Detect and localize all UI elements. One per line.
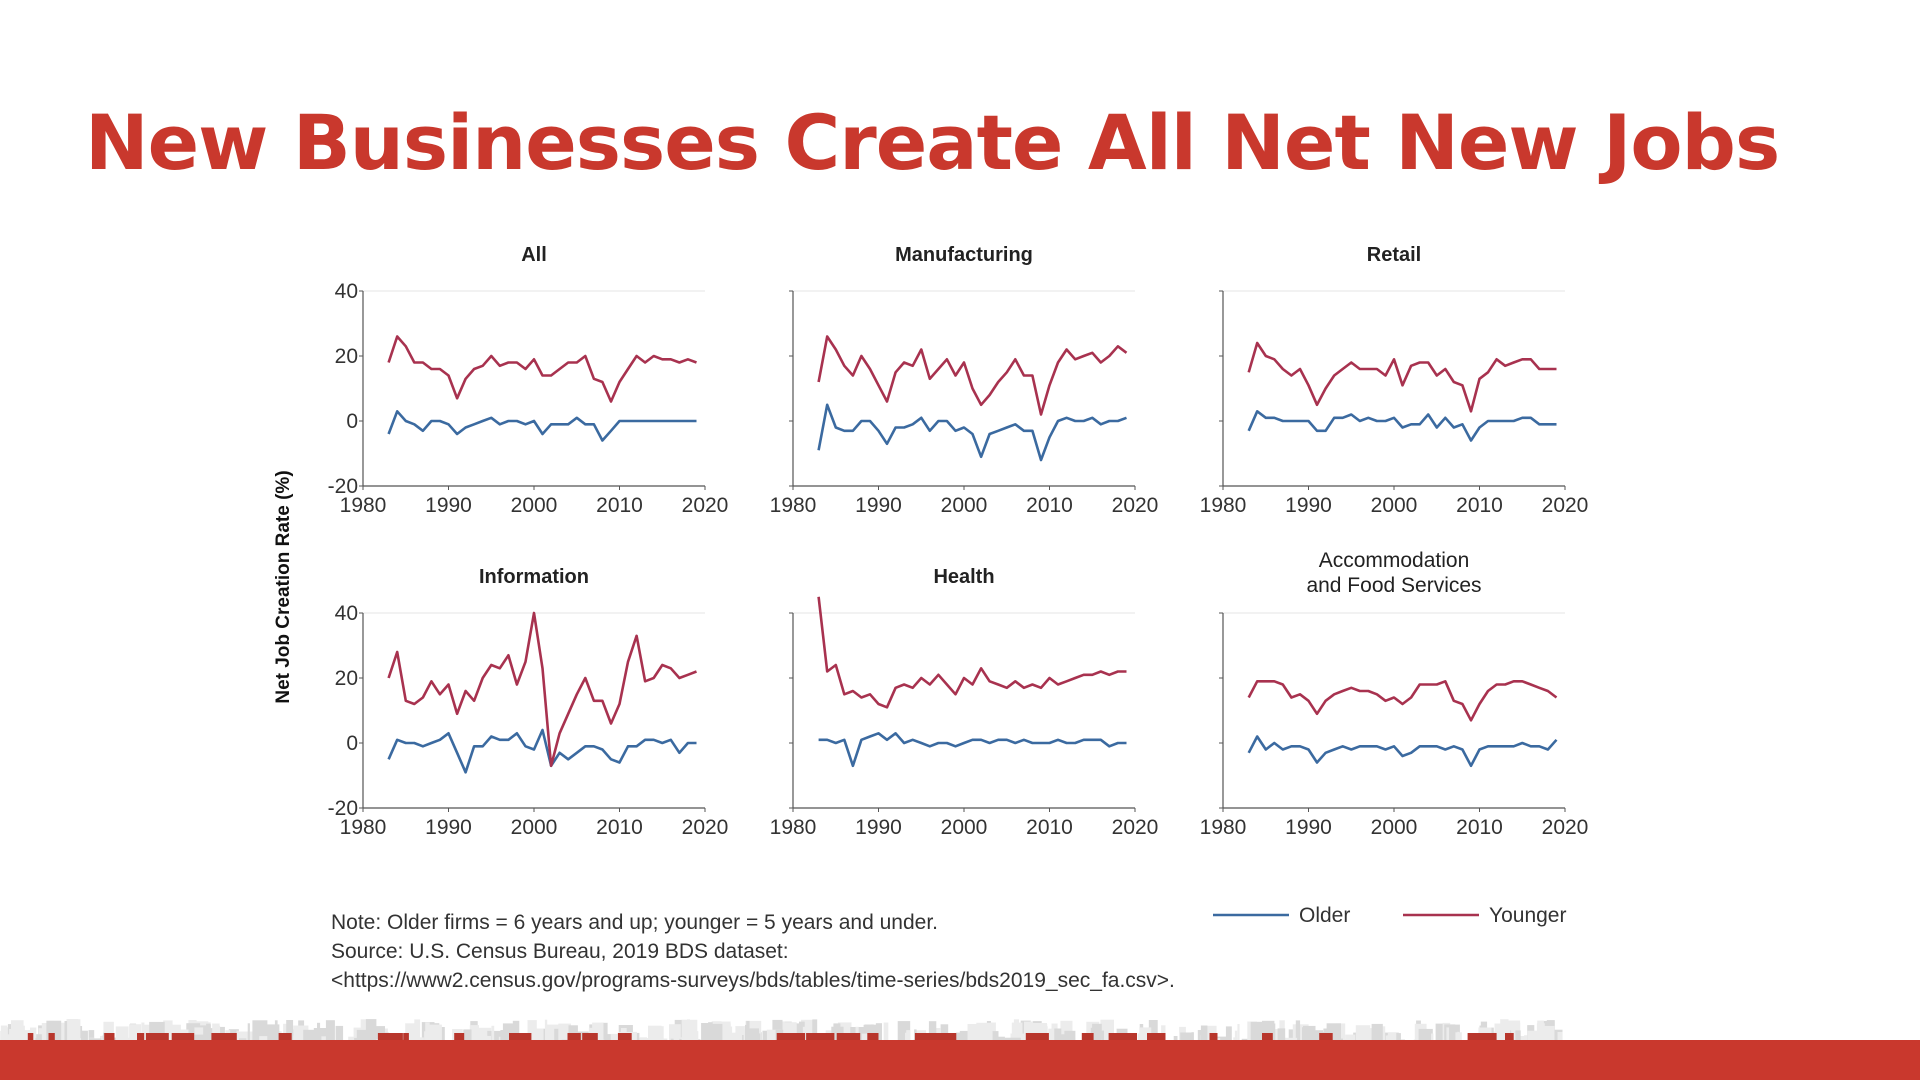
x-tick-label: 1980 <box>770 494 817 517</box>
slide-title: New Businesses Create All Net New Jobs <box>85 98 1780 187</box>
x-tick-label: 2010 <box>1456 816 1503 839</box>
legend-label-older: Older <box>1299 904 1350 927</box>
panel-accommodation-and-food-services: Accommodation and Food Services 1980 1990 20… <box>1200 549 1589 839</box>
x-tick-label: 2010 <box>596 816 643 839</box>
series-line-younger <box>1247 341 1557 413</box>
x-tick-label: 1990 <box>425 816 472 839</box>
y-axis-label: Net Job Creation Rate (%) <box>273 470 294 703</box>
panel-title: Manufacturing <box>895 244 1033 266</box>
chart-notes: Note: Older firms = 6 years and up; youn… <box>331 908 1175 995</box>
x-tick-label: 2010 <box>596 494 643 517</box>
x-tick-label: 2000 <box>511 816 558 839</box>
series-line-older <box>817 403 1127 462</box>
panel-manufacturing: Manufacturing 1980 1990 2000 2010 2020 <box>770 244 1159 517</box>
y-tick-label: 0 <box>346 410 358 433</box>
x-tick-label: 1990 <box>425 494 472 517</box>
panel-title: Retail <box>1367 244 1421 266</box>
x-tick-label: 2020 <box>1112 816 1159 839</box>
y-tick-label: 20 <box>335 667 358 690</box>
series-line-younger <box>817 596 1127 709</box>
series-line-younger <box>817 335 1128 416</box>
series-line-younger <box>387 611 697 768</box>
panel-all: All 1980 1990 2000 2010 2020 -20 0 20 40 <box>328 244 729 517</box>
panel-title: Information <box>479 566 589 588</box>
x-tick-label: 1980 <box>340 494 387 517</box>
y-tick-label: -20 <box>328 797 358 820</box>
legend-label-younger: Younger <box>1489 904 1566 927</box>
note-text: Note: Older firms = 6 years and up; youn… <box>331 911 939 934</box>
x-tick-label: 1980 <box>770 816 817 839</box>
footer-texture <box>0 1019 1563 1045</box>
series-line-older <box>1247 410 1557 442</box>
x-tick-label: 2000 <box>1371 494 1418 517</box>
panel-health: Health 1980 1990 2000 2010 2020 <box>770 566 1159 839</box>
x-tick-label: 1990 <box>855 494 902 517</box>
x-tick-label: 1980 <box>1200 494 1247 517</box>
x-tick-label: 2000 <box>511 494 558 517</box>
panel-title: All <box>521 244 547 266</box>
x-tick-label: 2020 <box>1112 494 1159 517</box>
x-tick-label: 2020 <box>682 816 729 839</box>
y-tick-label: 0 <box>346 732 358 755</box>
series-line-younger <box>1247 680 1558 722</box>
x-tick-label: 2000 <box>941 816 988 839</box>
series-line-older <box>818 732 1127 768</box>
panel-title: Health <box>933 566 994 588</box>
chart-legend: Older Younger <box>1213 904 1566 927</box>
y-tick-label: 20 <box>335 345 358 368</box>
x-tick-label: 2010 <box>1026 494 1073 517</box>
panel-retail: Retail 1980 1990 2000 2010 2020 <box>1200 244 1589 517</box>
x-tick-label: 1990 <box>1285 494 1332 517</box>
x-tick-label: 2020 <box>1542 494 1589 517</box>
series-line-older <box>387 728 697 774</box>
x-tick-label: 1990 <box>855 816 902 839</box>
chart-panels: All 1980 1990 2000 2010 2020 -20 0 20 40 Manufactu… <box>328 244 1589 839</box>
x-tick-label: 2000 <box>941 494 988 517</box>
x-tick-label: 1980 <box>1200 816 1247 839</box>
y-tick-label: 40 <box>335 602 358 625</box>
source-text: Source: U.S. Census Bureau, 2019 BDS dat… <box>331 940 789 963</box>
series-line-younger <box>387 335 697 403</box>
x-tick-label: 1990 <box>1285 816 1332 839</box>
y-tick-label: 40 <box>335 280 358 303</box>
source-url: <https://www2.census.gov/programs-survey… <box>331 969 1175 992</box>
x-tick-label: 2020 <box>1542 816 1589 839</box>
y-tick-label: -20 <box>328 475 358 498</box>
x-tick-label: 2020 <box>682 494 729 517</box>
panel-title: Accommodation and Food Services <box>1306 549 1481 597</box>
footer-band <box>0 1040 1920 1080</box>
x-tick-label: 2010 <box>1026 816 1073 839</box>
x-tick-label: 1980 <box>340 816 387 839</box>
x-tick-label: 2000 <box>1371 816 1418 839</box>
panel-information: Information 1980 1990 2000 2010 2020 -20 0 20 40 <box>328 566 729 839</box>
series-line-older <box>387 410 697 442</box>
series-line-older <box>1247 735 1558 768</box>
x-tick-label: 2010 <box>1456 494 1503 517</box>
